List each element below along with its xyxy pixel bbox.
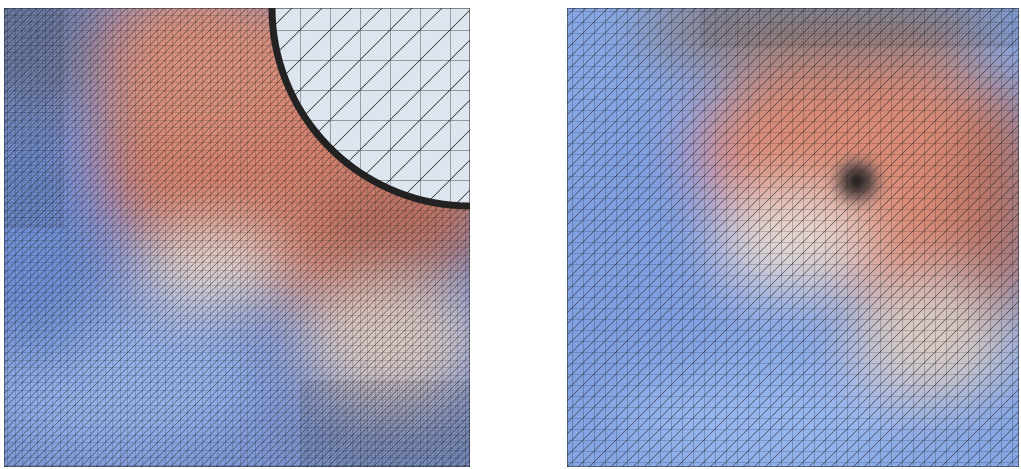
fine-mesh-corner — [300, 380, 470, 467]
mesh-figure — [0, 0, 1021, 469]
triangle-mesh — [567, 8, 1019, 467]
fine-mesh-left — [4, 8, 64, 228]
spot-core — [847, 171, 867, 191]
right-mesh-panel — [550, 0, 1021, 469]
page — [0, 0, 1021, 469]
fine-mesh-top — [700, 8, 1019, 48]
